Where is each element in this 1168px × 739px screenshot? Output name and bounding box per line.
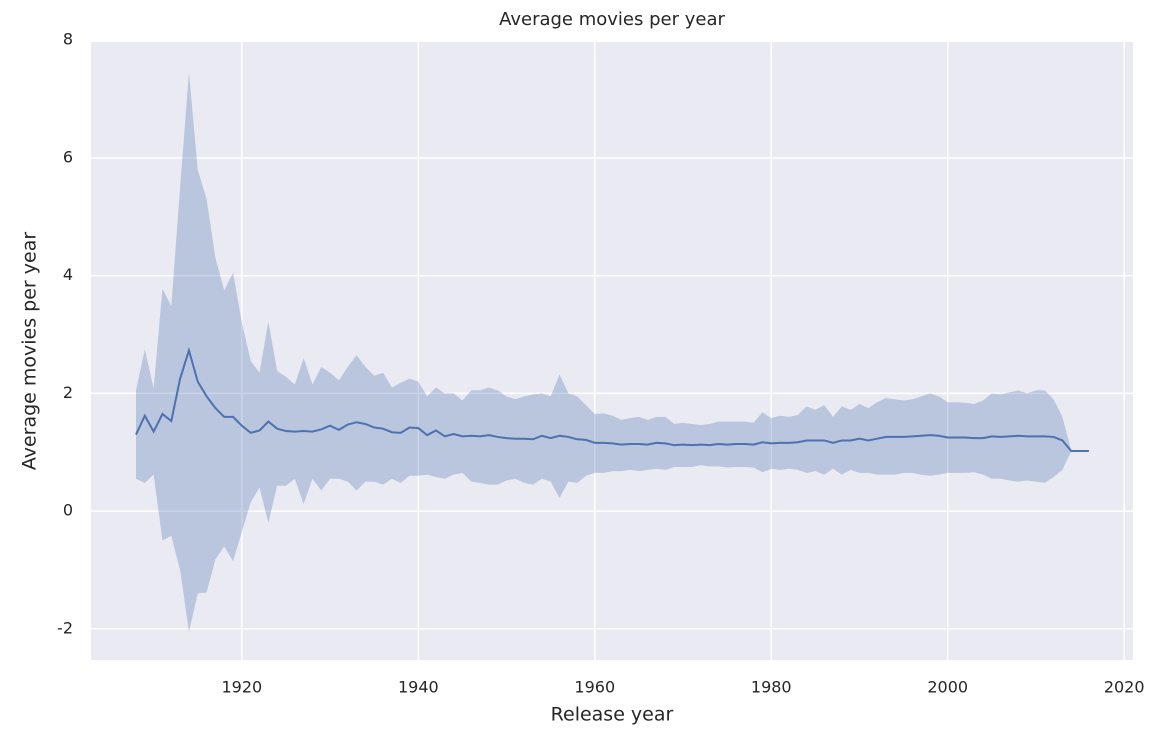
y-tick-label: 4 xyxy=(63,265,73,284)
y-tick-label: 2 xyxy=(63,383,73,402)
plot-background xyxy=(91,42,1133,660)
x-tick-label: 2000 xyxy=(927,678,968,697)
x-tick-label: 1920 xyxy=(222,678,263,697)
line-series xyxy=(135,346,1089,453)
x-tick-label: 1940 xyxy=(398,678,439,697)
x-tick-label: 1960 xyxy=(574,678,615,697)
x-tick-label: 1980 xyxy=(751,678,792,697)
chart-title: Average movies per year xyxy=(499,9,725,30)
y-tick-label: 6 xyxy=(63,147,73,166)
y-tick-label: 8 xyxy=(63,30,73,49)
x-tick-label: 2020 xyxy=(1104,678,1145,697)
x-axis-label: Release year xyxy=(551,704,674,726)
y-axis-label: Average movies per year xyxy=(19,232,41,471)
y-tick-label: -2 xyxy=(57,618,73,637)
y-tick-label: 0 xyxy=(63,501,73,520)
